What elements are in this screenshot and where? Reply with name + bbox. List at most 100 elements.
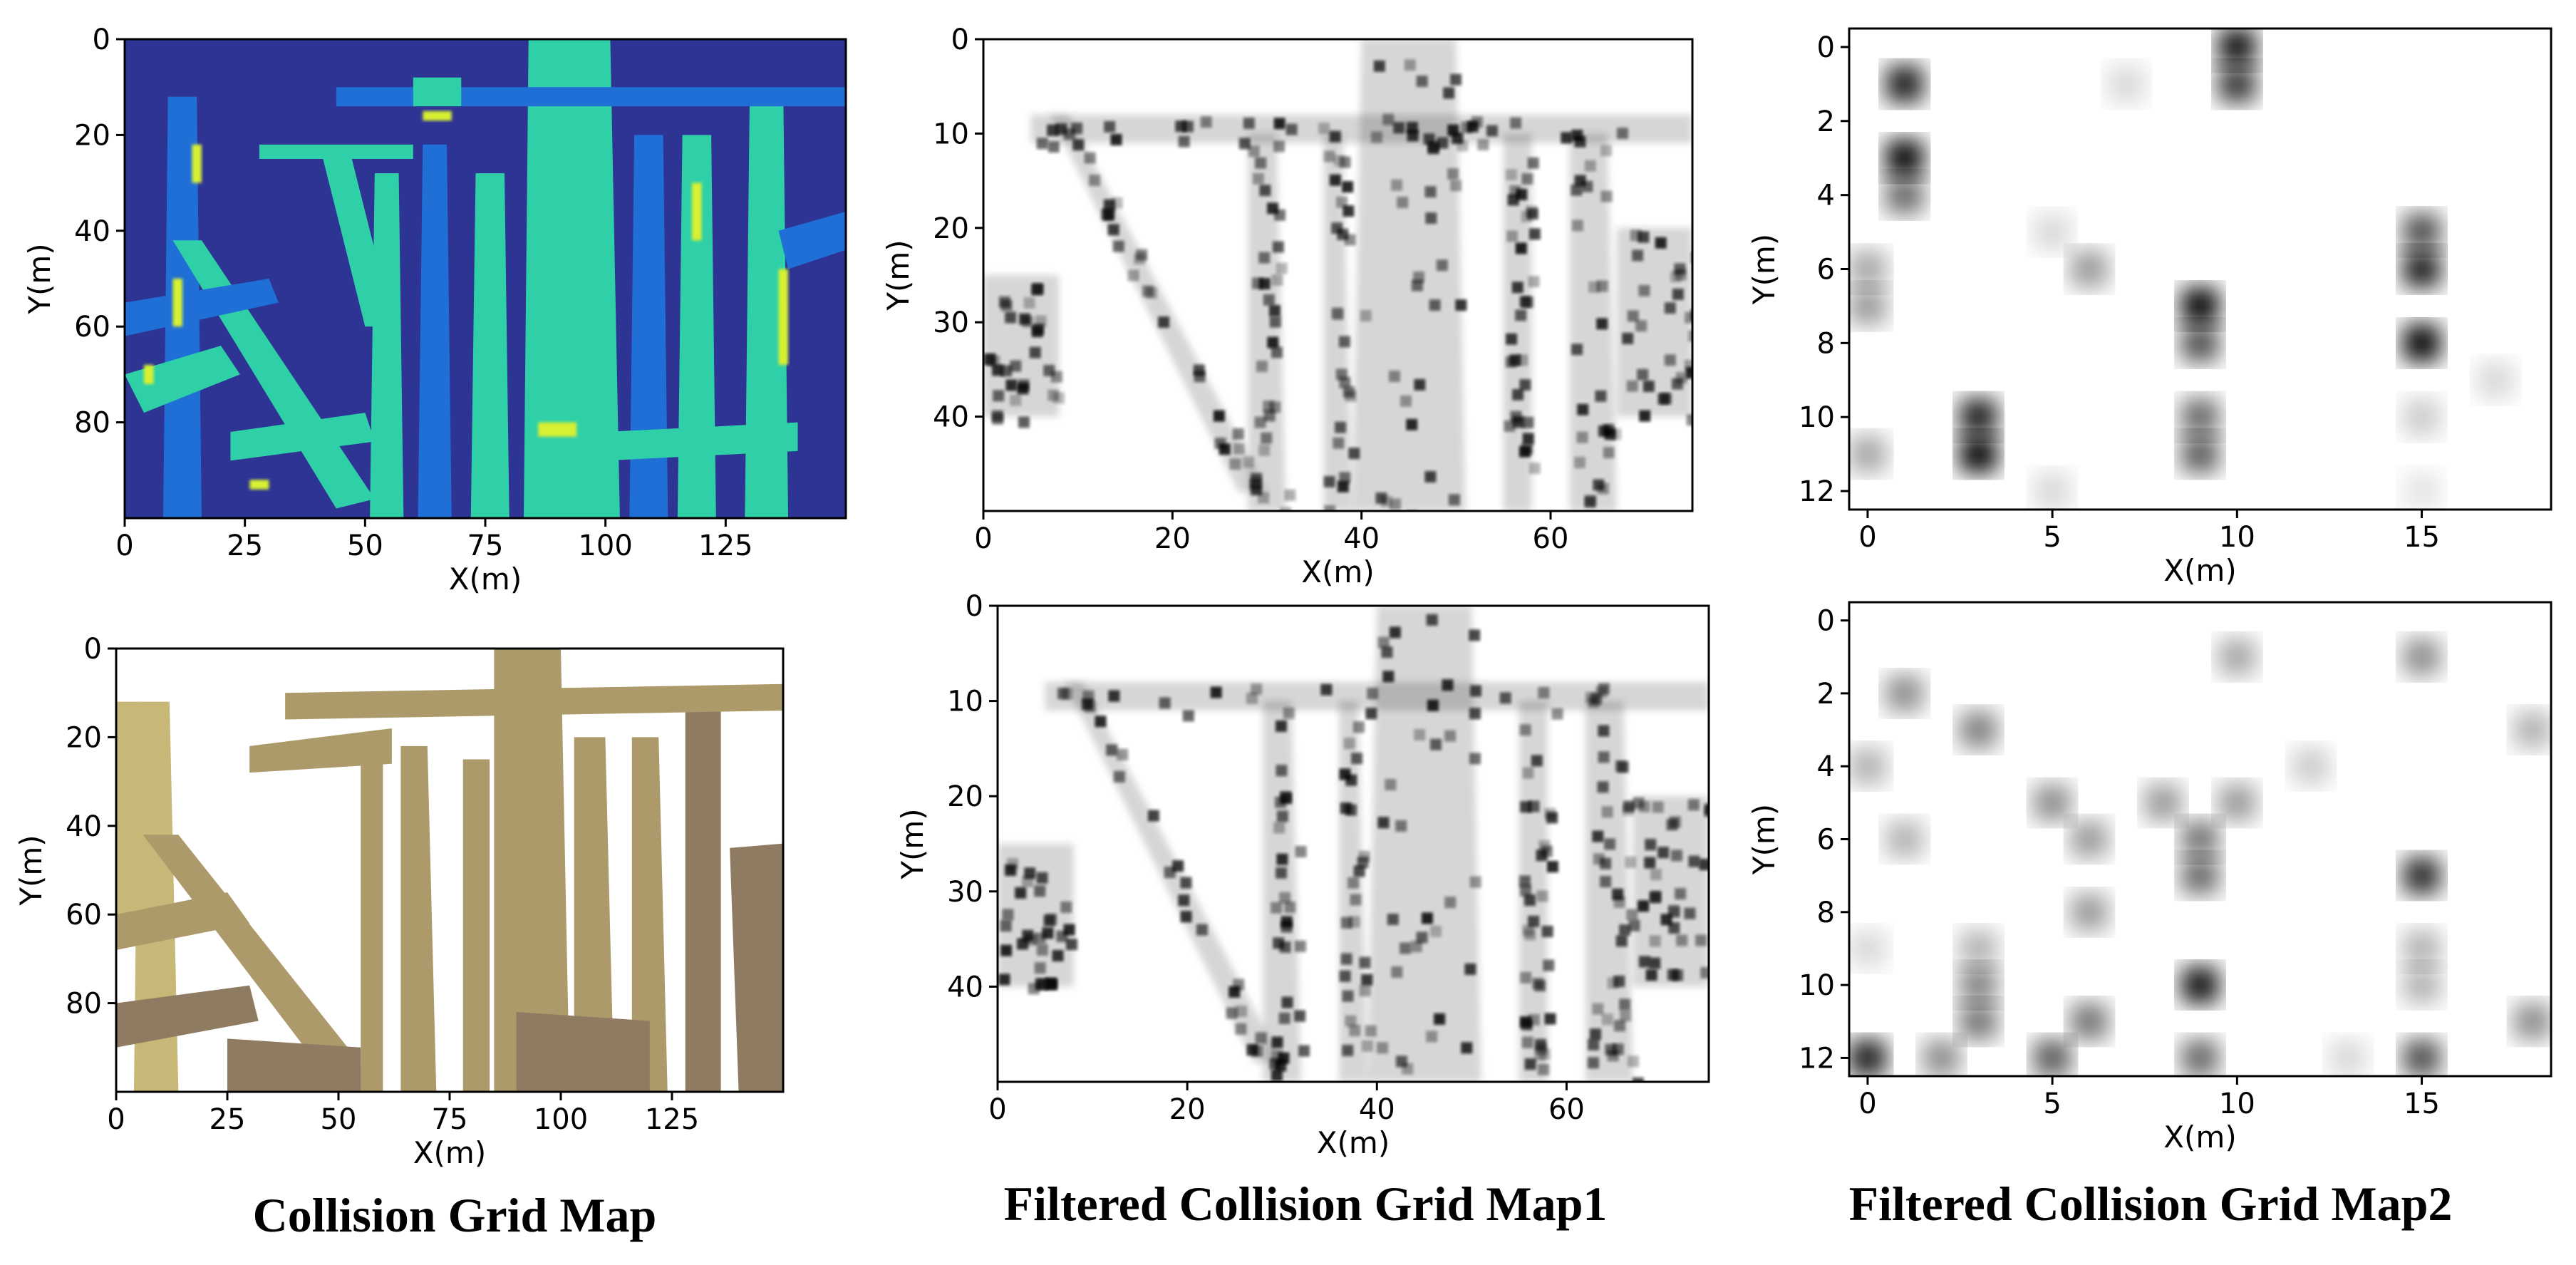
speckle-cell [1532,978,1544,990]
speckle-cell [1519,724,1531,736]
speckle-cell [998,974,1010,986]
speckle-cell [1639,410,1651,422]
structure-band [1248,133,1286,511]
speckle-cell [1255,1032,1267,1044]
speckle-cell [1528,915,1540,927]
x-tick-label: 0 [974,522,992,555]
speckle-cell [1506,230,1519,242]
speckle-cell [1633,797,1645,809]
speckle-cell [1349,1025,1361,1037]
heatmap-cell [2034,473,2071,510]
heatmap-cell [2181,820,2219,858]
speckle-cell [1348,448,1360,460]
y-tick-label: 6 [1817,254,1835,286]
speckle-cell [1536,890,1548,902]
heatmap-cell [1886,65,1923,103]
y-tick-label: 0 [93,24,110,56]
speckle-cell [1233,443,1245,455]
speckle-cell [1672,288,1684,300]
speckle-cell [1522,296,1534,309]
speckle-cell [1461,121,1473,133]
y-tick-label: 60 [66,899,102,931]
y-tick-label: 0 [1817,605,1835,638]
speckle-cell [1598,725,1610,737]
speckle-cell [1377,1042,1389,1054]
heatmap-cell [2034,213,2071,251]
speckle-cell [1469,753,1481,765]
speckle-cell [1664,354,1676,366]
speckle-cell [1561,132,1573,144]
speckle-cell [1377,636,1390,649]
speckle-cell [1571,220,1583,232]
speckle-cell [1243,118,1255,129]
speckle-cell [1371,131,1382,143]
speckle-cell [1657,847,1670,859]
speckle-cell [1022,316,1034,328]
speckle-cell [1095,716,1107,728]
speckle-cell [1101,208,1113,220]
speckle-cell [1443,87,1455,99]
speckle-cell [1457,140,1469,152]
speckle-cell [1050,371,1062,383]
speckle-cell [1279,892,1291,904]
caption-filtered-collision-grid-map2: Filtered Collision Grid Map2 [1849,1177,2453,1231]
speckle-cell [1323,150,1335,162]
speckle-cell [1338,336,1350,348]
speckle-cell [1110,134,1122,145]
speckle-cell [1108,690,1120,702]
speckle-cell [1577,403,1589,415]
speckle-cell [1251,483,1262,495]
speckle-cell [1228,986,1241,998]
speckle-cell [1650,869,1662,881]
heatmap-cell [2181,857,2219,894]
y-tick-label: 20 [947,780,983,813]
speckle-cell [1584,496,1596,508]
y-tick-label: 4 [1817,180,1835,212]
speckle-cell [1343,205,1355,217]
speckle-cell [1359,985,1371,997]
speckle-cell [1333,437,1345,449]
speckle-cell [1543,959,1555,971]
structure-segment [116,985,259,1048]
y-tick-label: 80 [74,407,110,440]
speckle-cell [1278,1012,1290,1024]
speckle-cell [1246,692,1258,704]
x-tick-label: 125 [645,1103,699,1136]
speckle-cell [1387,914,1399,926]
speckle-cell [1436,259,1448,272]
speckle-cell [1259,185,1271,197]
speckle-cell [1196,924,1208,936]
speckle-cell [1416,76,1428,87]
speckle-cell [1339,156,1351,168]
speckle-cell [1522,433,1534,445]
structure-segment [730,843,783,1092]
y-tick-label: 4 [1817,750,1835,783]
heatmap-cell [2218,29,2256,66]
speckle-cell [1644,857,1656,869]
speckle-cell [1576,431,1588,443]
heatmap-cell [2403,857,2441,894]
speckle-cell [1619,924,1631,936]
speckle-cell [1526,205,1538,217]
speckle-cell [1337,480,1349,492]
y-tick-label: 0 [966,590,983,623]
speckle-cell [1424,186,1437,198]
speckle-cell [1469,876,1481,888]
structure-segment [605,422,798,461]
speckle-cell [1345,774,1357,786]
speckle-cell [1390,498,1401,510]
speckle-cell [1649,892,1661,904]
speckle-cell [1527,157,1539,169]
speckle-cell [1261,432,1273,444]
speckle-cell [1112,240,1124,252]
speckle-cell [1511,282,1524,294]
speckle-cell [1339,970,1351,982]
heatmap-cell [2071,1003,2108,1040]
speckle-cell [1519,379,1531,391]
speckle-cell [1592,830,1604,842]
speckle-cell [1671,378,1683,390]
structure-segment [116,701,152,915]
speckle-cell [1544,807,1556,820]
